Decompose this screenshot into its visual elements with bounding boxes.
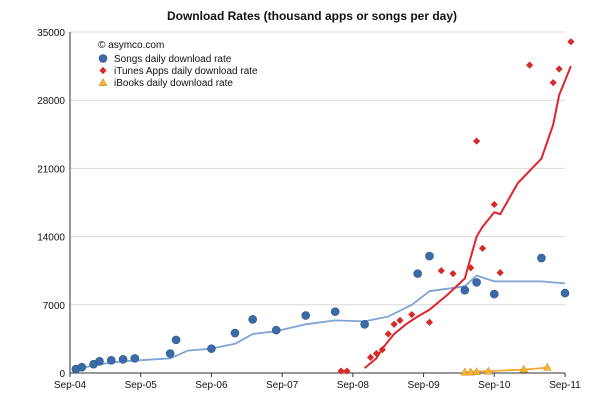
apps-trend-line [363, 65, 572, 369]
apps-data-point [390, 320, 398, 328]
apps-data-point [496, 269, 504, 277]
apps-data-point [384, 330, 392, 338]
x-tick-label: Sep-08 [337, 380, 370, 391]
ibooks-data-point [472, 367, 482, 375]
songs-data-point [106, 356, 116, 365]
apps-data-point [567, 38, 575, 46]
apps-data-point [473, 137, 481, 145]
apps-data-point [408, 310, 416, 319]
apps-data-point [449, 270, 457, 278]
apps-data-point [555, 65, 563, 73]
apps-data-point [478, 244, 487, 252]
songs-data-point [171, 335, 181, 345]
x-tick-label: Sep-04 [54, 380, 87, 391]
axis-layer: 0 7000 14000 21000 28000 35000 Sep-04 Sep-05 Sep… [37, 28, 581, 391]
songs-data-point [77, 362, 87, 372]
y-tick-label: 14000 [37, 233, 65, 244]
songs-data-point [230, 328, 240, 338]
ibooks-data-point [460, 367, 470, 376]
songs-data-point [489, 289, 499, 299]
apps-data-point [366, 353, 375, 362]
grid-layer [70, 31, 565, 306]
songs-data-point [413, 269, 422, 278]
ibooks-legend-label: iBooks daily download rate [114, 78, 233, 89]
apps-data-point [437, 267, 445, 275]
ibooks-data-point [483, 366, 493, 375]
songs-data-point [95, 357, 104, 366]
songs-data-point [301, 311, 311, 320]
songs-data-point [271, 325, 281, 335]
apps-data-point [425, 318, 434, 326]
ibooks-data-point [519, 364, 529, 373]
songs-data-point [330, 307, 340, 316]
x-tick-label: Sep-06 [195, 380, 228, 391]
apps-data-point [396, 316, 404, 324]
ibooks-data-point [542, 362, 552, 371]
ibooks-data-point [466, 367, 476, 376]
marker-layer [71, 38, 575, 376]
apps-data-point [467, 264, 475, 272]
apps-data-point [337, 367, 345, 375]
y-tick-label: 7000 [43, 301, 66, 312]
apps-legend-marker [99, 66, 107, 75]
x-tick-label: Sep-10 [478, 380, 511, 391]
ibooks-legend-marker [98, 77, 108, 86]
chart-title: Download Rates (thousand apps or songs p… [167, 9, 457, 23]
y-tick-label: 0 [59, 369, 65, 380]
songs-data-point [460, 285, 470, 295]
apps-data-point [549, 79, 557, 87]
songs-data-point [248, 315, 257, 324]
songs-legend-label: Songs daily download rate [114, 54, 232, 65]
songs-data-point [537, 253, 546, 263]
songs-data-point [130, 354, 140, 363]
songs-data-point [360, 319, 369, 329]
songs-data-point [472, 278, 481, 287]
apps-data-point [490, 200, 498, 209]
songs-trend-line [75, 274, 566, 370]
apps-data-point [372, 349, 381, 358]
trend-layer [75, 65, 572, 373]
songs-data-point [560, 288, 570, 298]
apps-data-point [343, 367, 351, 375]
apps-data-point [378, 346, 386, 354]
songs-data-point [165, 349, 175, 358]
apps-data-point [526, 61, 534, 69]
songs-data-point [425, 251, 434, 261]
y-tick-label: 35000 [37, 28, 65, 39]
legend: © asymco.com Songs daily download rateiT… [98, 40, 258, 89]
x-tick-label: Sep-05 [125, 380, 158, 391]
x-tick-label: Sep-07 [266, 380, 299, 391]
y-tick-label: 21000 [37, 164, 65, 175]
songs-legend-marker [98, 54, 108, 63]
apps-legend-label: iTunes Apps daily download rate [114, 66, 258, 77]
songs-data-point [118, 355, 128, 364]
y-tick-label: 28000 [37, 96, 65, 107]
songs-data-point [207, 344, 216, 353]
x-tick-label: Sep-09 [407, 380, 440, 391]
copyright-text: © asymco.com [98, 40, 164, 51]
x-tick-label: Sep-11 [549, 380, 581, 391]
